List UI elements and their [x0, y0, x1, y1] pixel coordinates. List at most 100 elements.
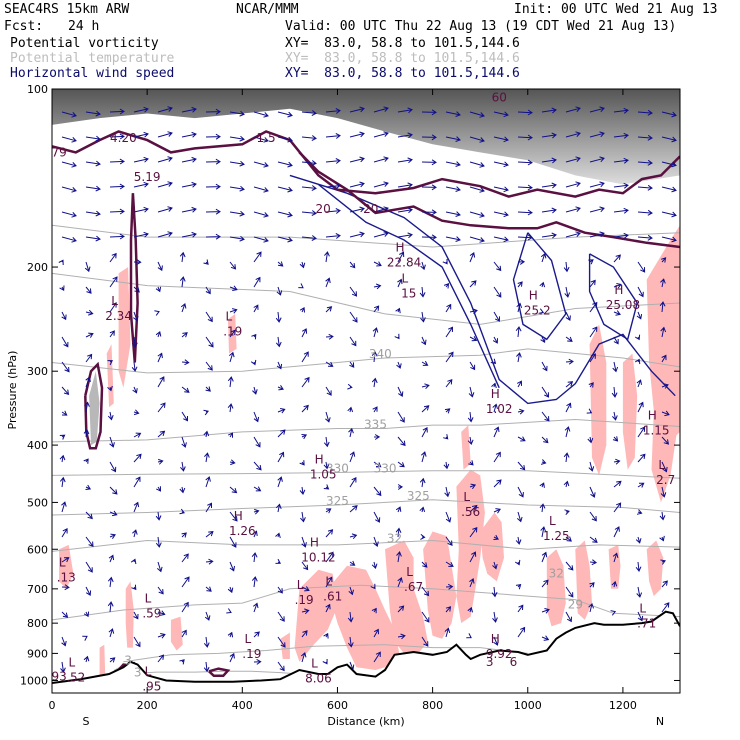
- wind-vector-19: [517, 109, 533, 116]
- wind-vector-468: [61, 557, 70, 563]
- wind-vector-217: [275, 311, 282, 323]
- wind-vector-84: [205, 183, 221, 190]
- legend-wind-field: Horizontal wind speed: [10, 66, 175, 81]
- legend-theta-xy: XY= 83.0, 58.8 to 101.5,144.6: [285, 51, 520, 66]
- wind-vector-415: [660, 486, 667, 498]
- theta-contour-7: [52, 584, 680, 621]
- pv-label-4: 20: [316, 202, 331, 216]
- omega-shading-0: [118, 267, 131, 388]
- wind-vector-467: [659, 535, 665, 542]
- wind-vector-447: [181, 532, 187, 538]
- extremum-value-13: 10.12: [301, 551, 335, 565]
- theta-contour-3: [52, 418, 680, 443]
- wind-vector-450: [252, 530, 258, 538]
- wind-vector-489: [565, 561, 574, 571]
- wind-vector-177: [563, 261, 570, 273]
- wind-vector-146: [445, 236, 461, 242]
- wind-vector-444: [109, 533, 116, 539]
- wind-vector-440: [636, 509, 643, 515]
- wind-vector-558: [347, 636, 354, 648]
- wind-vector-117: [373, 206, 389, 213]
- wind-vector-338: [59, 434, 66, 440]
- wind-vector-501: [227, 586, 234, 594]
- wind-vector-11: [325, 108, 341, 114]
- wind-vector-509: [421, 586, 430, 597]
- wind-vector-77: [661, 161, 677, 168]
- wind-vector-112: [253, 211, 269, 218]
- wind-vector-507: [370, 583, 376, 590]
- wind-vector-6: [205, 108, 221, 115]
- wind-vector-161: [179, 251, 186, 263]
- wind-vector-210: [109, 302, 117, 313]
- wind-vector-332: [541, 411, 550, 422]
- wind-vector-163: [229, 261, 237, 270]
- wind-vector-455: [373, 536, 379, 547]
- omega-shading-22: [461, 425, 471, 470]
- wind-vector-7: [229, 110, 245, 117]
- wind-vector-200: [493, 286, 502, 298]
- extremum-value-24: .95: [142, 679, 161, 693]
- wind-vector-81: [133, 181, 149, 188]
- wind-vector-309: [611, 386, 618, 398]
- wind-vector-496: [107, 576, 114, 588]
- wind-vector-125: [565, 206, 581, 213]
- wind-vector-257: [613, 336, 619, 345]
- wind-vector-560: [397, 633, 406, 640]
- wind-vector-393: [133, 476, 141, 488]
- wind-vector-373: [277, 451, 285, 463]
- wind-vector-158: [109, 252, 117, 263]
- wind-vector-541: [565, 611, 572, 623]
- wind-vector-553: [227, 631, 234, 638]
- wind-vector-428: [349, 505, 358, 513]
- init-time: Init: 00 UTC Wed 21 Aug 13: [514, 2, 718, 17]
- wind-contour-1: [317, 183, 500, 389]
- wind-vector-335: [612, 411, 618, 421]
- wind-vector-466: [635, 536, 642, 544]
- wind-vector-512: [491, 586, 498, 598]
- wind-vector-120: [445, 211, 461, 217]
- wind-vector-45: [517, 134, 533, 141]
- wind-vector-330: [492, 403, 498, 413]
- wind-vector-205: [613, 283, 622, 289]
- wind-vector-522: [107, 601, 114, 613]
- wind-vector-155: [661, 236, 677, 243]
- wind-vector-517: [611, 580, 618, 588]
- wind-vector-63: [325, 158, 341, 164]
- wind-vector-105: [85, 210, 101, 217]
- wind-vector-293: [227, 376, 234, 388]
- legend-wind-xy: XY= 83.0, 58.8 to 101.5,144.6: [285, 66, 520, 81]
- wind-vector-384: [540, 459, 547, 465]
- wind-vector-266: [205, 361, 213, 371]
- wind-vector-310: [636, 379, 642, 388]
- wind-vector-532: [347, 611, 354, 623]
- wind-vector-339: [83, 428, 90, 438]
- pv-shading-1: [89, 371, 100, 446]
- x-axis-label: Distance (km): [327, 715, 404, 728]
- extremum-kind-9: H: [315, 452, 324, 466]
- wind-vector-67: [421, 159, 437, 166]
- wind-vector-395: [179, 486, 186, 494]
- wind-vector-262: [107, 360, 114, 366]
- wind-vector-215: [229, 308, 238, 314]
- wind-vector-374: [299, 460, 305, 466]
- wind-vector-71: [517, 159, 533, 166]
- wind-vector-441: [659, 511, 666, 521]
- wind-vector-261: [85, 353, 93, 363]
- theta-contour-9: [123, 670, 300, 675]
- wind-vector-95: [469, 186, 485, 193]
- wind-vector-376: [349, 451, 356, 463]
- legend-pv-field: Potential vorticity: [10, 36, 159, 51]
- extremum-value-12: 1.25: [543, 529, 570, 543]
- wind-vector-241: [229, 329, 236, 338]
- wind-vector-229: [565, 311, 571, 321]
- wind-vector-569: [109, 657, 116, 663]
- wind-vector-123: [517, 209, 533, 216]
- extremum-kind-23: L: [311, 657, 318, 671]
- wind-vector-134: [157, 231, 173, 238]
- wind-vector-543: [610, 610, 617, 616]
- wind-vector-239: [181, 332, 188, 338]
- wind-vector-275: [421, 360, 429, 366]
- wind-vector-1: [85, 110, 101, 117]
- wind-vector-492: [635, 561, 642, 572]
- wind-vector-461: [515, 536, 522, 545]
